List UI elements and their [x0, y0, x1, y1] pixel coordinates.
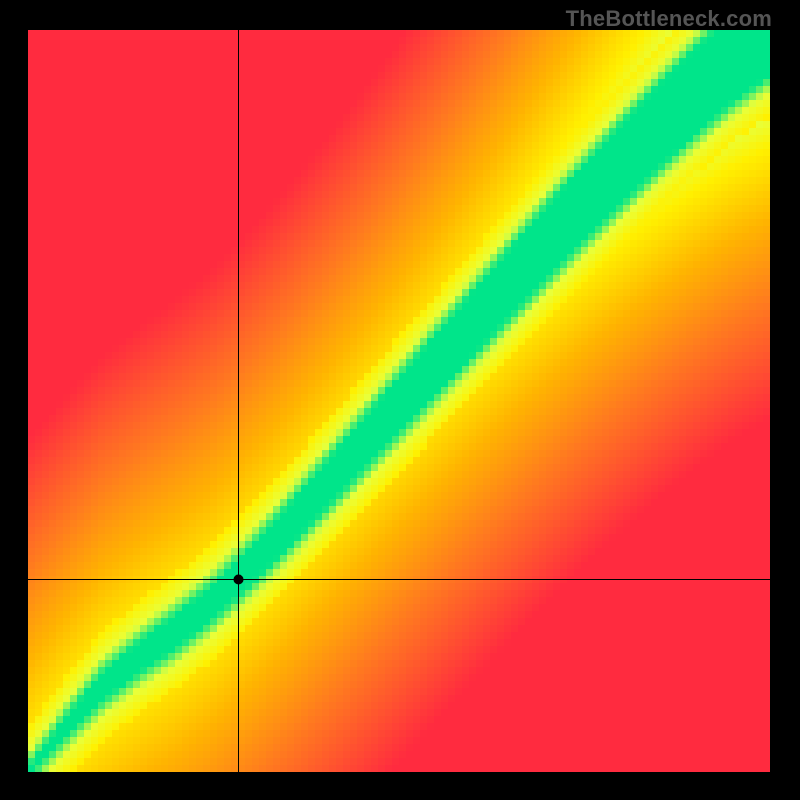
crosshair-overlay: [28, 30, 770, 772]
chart-frame: TheBottleneck.com: [0, 0, 800, 800]
heatmap-plot: [28, 30, 770, 772]
watermark-text: TheBottleneck.com: [566, 6, 772, 32]
